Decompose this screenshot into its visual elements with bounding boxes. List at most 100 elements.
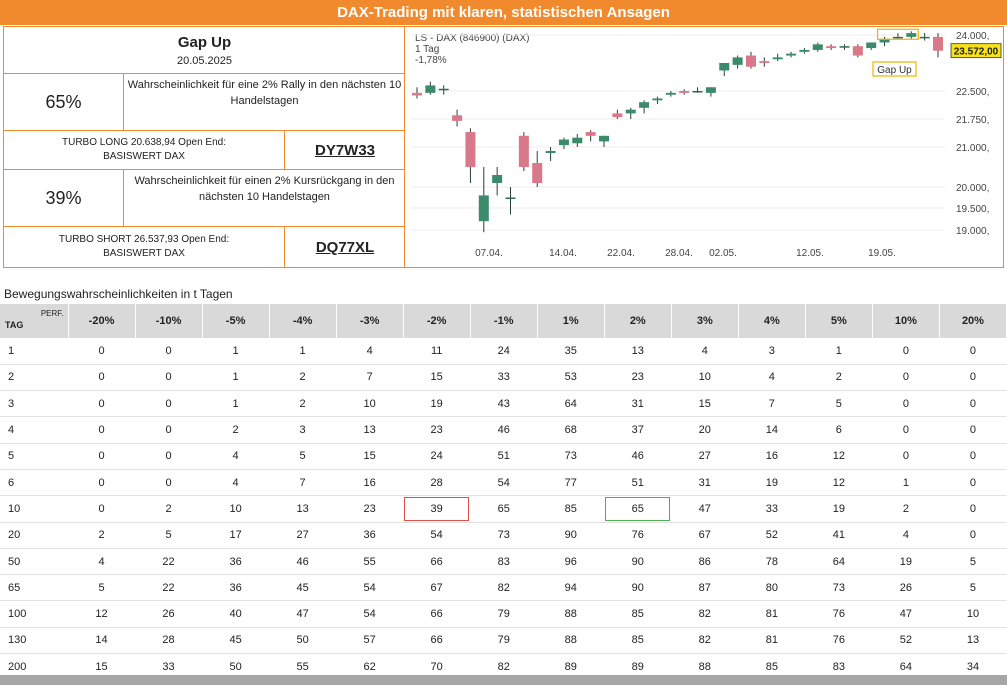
table-cell: 26 (135, 600, 203, 628)
table-cell: 66 (403, 600, 471, 628)
table-cell: 0 (68, 390, 136, 418)
table-cell: 6 (805, 416, 873, 444)
table-cell: 7 (336, 364, 404, 392)
y-tick-label: 24.000, (956, 31, 989, 42)
table-cell: 33 (470, 364, 538, 392)
table-cell: 85 (604, 600, 672, 628)
table-cell: 0 (68, 495, 136, 523)
rally-description: Wahrscheinlichkeit für eine 2% Rally in … (127, 79, 402, 107)
table-cell: 2 (135, 495, 203, 523)
table-cell: 90 (604, 548, 672, 576)
candle-body (719, 63, 730, 71)
chart-interval: 1 Tag (415, 44, 440, 55)
gap-highlight-box (876, 28, 919, 40)
table-cell: 20 (671, 416, 739, 444)
candle (906, 31, 917, 39)
candle (518, 132, 529, 171)
column-header: 20% (939, 304, 1007, 338)
table-cell: 19 (403, 390, 471, 418)
candle (492, 167, 503, 196)
table-cell: 0 (939, 522, 1007, 549)
turbo-long-wkn-box: DY7W33 (284, 130, 406, 170)
x-tick-label: 07.04. (475, 248, 503, 259)
table-cell: 10 (202, 495, 270, 523)
table-cell: 88 (537, 627, 605, 655)
candle (759, 57, 770, 67)
candle (452, 109, 463, 127)
candle-body (518, 135, 529, 167)
table-cell: 0 (872, 390, 940, 418)
candle-body (572, 137, 583, 144)
table-cell: 47 (671, 495, 739, 523)
table-row: 5 0 0 4 5 15 24 51 73 46 27 16 12 0 0 (0, 443, 1007, 470)
table-cell: 1 (202, 364, 270, 392)
candle-body (852, 46, 863, 56)
turbo-short-wkn-link[interactable]: DQ77XL (315, 238, 375, 256)
row-tag: 3 (0, 390, 68, 418)
column-header: 1% (537, 304, 605, 338)
table-cell: 4 (336, 338, 404, 365)
table-cell: 0 (939, 443, 1007, 470)
table-cell: 51 (604, 469, 672, 497)
table-cell: 45 (202, 627, 270, 655)
table-cell: 3 (269, 416, 337, 444)
table-cell: 27 (671, 443, 739, 470)
candle (799, 48, 810, 54)
table-cell: 65 (470, 495, 538, 523)
probability-table: TAG PERF. -20% -10% -5% -4% -3% -2% -1% 1% 2% 3% 4… (0, 304, 1007, 681)
page-banner: DAX-Trading mit klaren, statistischen An… (0, 0, 1007, 25)
column-header: 5% (805, 304, 873, 338)
candle-body (412, 92, 422, 96)
y-tick-label: 20.000, (956, 183, 989, 194)
table-cell: 65 (604, 495, 672, 523)
y-tick-label: 19.000, (956, 226, 989, 237)
table-cell: 4 (202, 443, 270, 470)
row-tag: 6 (0, 469, 68, 497)
table-cell: 15 (403, 364, 471, 392)
candle-body (892, 36, 903, 39)
rally-probability-box: 65% (3, 73, 124, 131)
candle (612, 109, 623, 119)
table-cell: 0 (135, 364, 203, 392)
decline-probability-box: 39% (3, 169, 124, 227)
candle (892, 33, 903, 39)
table-cell: 4 (68, 548, 136, 576)
table-cell: 79 (470, 627, 538, 655)
table-cell: 64 (805, 548, 873, 576)
gap-annotation-box (872, 61, 917, 77)
table-cell: 27 (269, 522, 337, 549)
table-cell: 23 (336, 495, 404, 523)
table-cell: 85 (604, 627, 672, 655)
table-cell: 28 (403, 469, 471, 497)
table-cell: 79 (470, 600, 538, 628)
candle (705, 87, 716, 97)
table-cell: 76 (604, 522, 672, 549)
table-cell: 5 (939, 574, 1007, 602)
table-cell: 81 (738, 627, 806, 655)
candle (919, 33, 930, 41)
rally-description-box: Wahrscheinlichkeit für eine 2% Rally in … (123, 73, 406, 131)
candlestick-plot: 24.000, 22.500, 21.750, 21.000, 20.000, 19.50… (411, 28, 1002, 259)
table-cell: 10 (671, 364, 739, 392)
candle-body (438, 88, 449, 91)
table-row: 10 0 2 10 13 23 39 65 85 65 47 33 19 2 0 (0, 495, 1007, 523)
candle-body (639, 102, 650, 108)
table-cell: 94 (537, 574, 605, 602)
table-cell: 53 (537, 364, 605, 392)
column-header: 2% (604, 304, 672, 338)
table-cell: 80 (738, 574, 806, 602)
table-cell: 90 (604, 574, 672, 602)
table-cell: 19 (738, 469, 806, 497)
table-cell: 85 (537, 495, 605, 523)
turbo-long-wkn-link[interactable]: DY7W33 (314, 141, 376, 159)
candle (558, 137, 569, 149)
table-cell: 23 (604, 364, 672, 392)
candle (625, 107, 636, 119)
table-cell: 50 (269, 627, 337, 655)
candle (412, 87, 422, 99)
table-cell: 1 (202, 338, 270, 365)
candle-body (612, 113, 623, 118)
candle-body (786, 53, 797, 56)
table-cell: 10 (939, 600, 1007, 628)
dax-candlestick-chart[interactable]: LS - DAX (846900) (DAX) 1 Tag -1,78% 24.… (404, 26, 1004, 268)
